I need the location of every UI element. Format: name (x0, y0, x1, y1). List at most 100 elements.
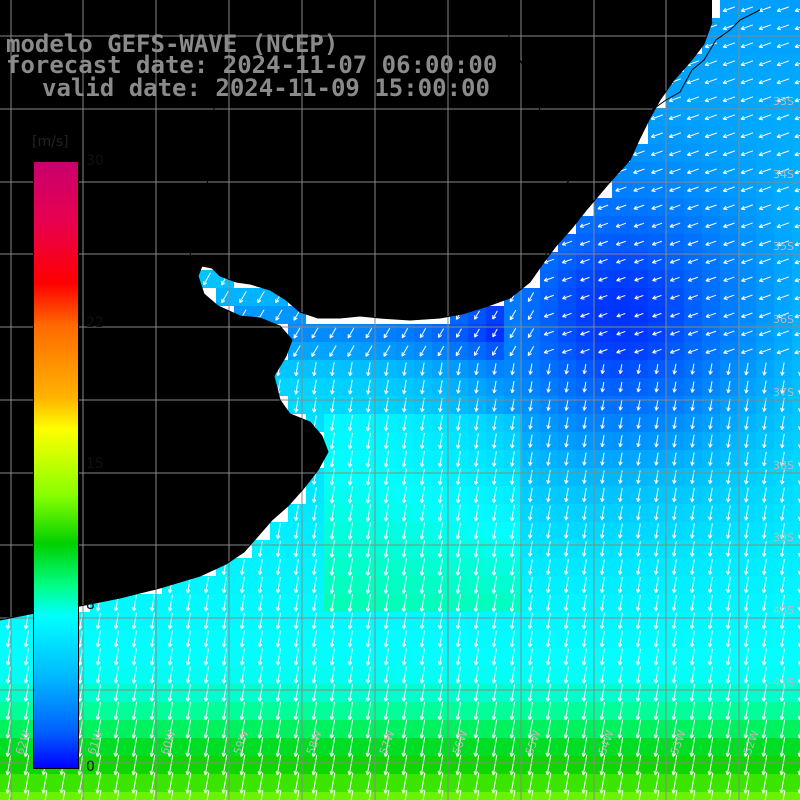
wind-arrow (687, 312, 698, 318)
wind-arrow (528, 523, 533, 539)
wind-arrow (401, 468, 407, 486)
wind-arrow (794, 115, 800, 121)
wind-arrow (726, 434, 731, 448)
wind-arrow (708, 487, 713, 503)
wind-arrow (474, 310, 480, 320)
wind-arrow (722, 42, 736, 49)
wind-arrow (672, 541, 677, 557)
wind-arrow (185, 576, 191, 594)
wind-arrow (543, 276, 555, 282)
wind-arrow (455, 451, 461, 468)
wind-arrow (564, 363, 569, 375)
wind-arrow (779, 558, 785, 576)
wind-arrow (167, 737, 174, 757)
speed-cell (792, 504, 800, 522)
wind-arrow (704, 78, 718, 85)
wind-arrow (794, 169, 800, 175)
wind-arrow (740, 204, 753, 211)
wind-arrow (167, 684, 174, 702)
wind-arrow (689, 666, 695, 684)
speed-cell (468, 792, 486, 800)
wind-arrow (239, 684, 246, 702)
wind-arrow (131, 684, 138, 702)
wind-arrow (203, 612, 209, 630)
wind-arrows (5, 6, 800, 800)
wind-arrow (491, 612, 497, 630)
wind-arrow (473, 540, 479, 558)
wind-arrow (561, 258, 572, 264)
wind-arrow (474, 433, 479, 449)
lat-label: 37S (773, 386, 794, 399)
wind-arrow (758, 150, 772, 157)
wind-arrow (491, 648, 497, 666)
wind-arrow (456, 415, 461, 431)
wind-arrow (437, 737, 444, 757)
wind-arrow (131, 612, 137, 630)
wind-arrow (633, 168, 645, 174)
wind-arrow (383, 772, 390, 794)
wind-arrow (669, 204, 681, 210)
wind-arrow (330, 362, 335, 377)
wind-arrow (564, 452, 569, 466)
wind-arrow (707, 666, 713, 684)
wind-arrow (401, 684, 408, 702)
wind-arrow (690, 487, 695, 503)
wind-arrow (491, 737, 498, 757)
wind-arrow (347, 345, 355, 357)
wind-arrow (257, 772, 264, 794)
wind-arrow (740, 132, 754, 139)
wind-arrow (23, 701, 30, 721)
wind-arrow (455, 328, 462, 338)
wind-arrow (762, 398, 767, 412)
wind-arrow (330, 379, 335, 395)
wind-arrow (149, 754, 156, 776)
wind-arrow (275, 666, 281, 684)
wind-arrow (669, 168, 681, 175)
wind-arrow (564, 434, 569, 448)
wind-arrow (690, 434, 695, 448)
wind-arrow (512, 790, 516, 800)
wind-arrow (275, 630, 281, 648)
wind-arrow (23, 719, 30, 739)
wind-arrow (419, 504, 425, 522)
wind-arrow (401, 540, 407, 558)
wind-arrow (563, 701, 570, 721)
speed-cell (594, 792, 612, 800)
wind-arrow (5, 684, 12, 702)
wind-arrow (528, 416, 533, 430)
wind-arrow (185, 648, 191, 666)
model-title: modelo GEFS-WAVE (NCEP) (6, 30, 339, 58)
wind-arrow (617, 719, 624, 739)
wind-arrow (383, 486, 389, 504)
wind-arrow (473, 630, 479, 648)
wind-arrow (275, 612, 281, 630)
wind-arrow (383, 719, 390, 739)
wind-arrow (707, 541, 713, 557)
wind-arrow (780, 416, 785, 431)
wind-arrow (167, 754, 174, 776)
wind-arrow (347, 737, 354, 757)
wind-arrow (185, 754, 192, 776)
wind-arrow (563, 648, 569, 666)
wind-arrow (419, 719, 426, 739)
wind-arrow (548, 790, 552, 800)
wind-arrow (744, 469, 749, 485)
wind-arrow (221, 719, 228, 739)
colorbar (33, 161, 79, 769)
wind-arrow (794, 43, 800, 49)
speed-cell (162, 792, 180, 800)
wind-arrow (726, 398, 731, 412)
speed-cell (504, 792, 522, 800)
wind-arrow (473, 469, 479, 486)
wind-arrow (98, 790, 102, 800)
wind-arrow (456, 380, 461, 394)
wind-arrow (383, 558, 390, 576)
wind-arrow (707, 754, 714, 776)
wind-arrow (149, 630, 155, 648)
wind-arrow (401, 719, 408, 739)
wind-arrow (239, 648, 245, 666)
wind-arrow (527, 328, 535, 339)
wind-arrow (185, 666, 191, 684)
speed-cell (432, 792, 450, 800)
wind-arrow (617, 577, 623, 594)
